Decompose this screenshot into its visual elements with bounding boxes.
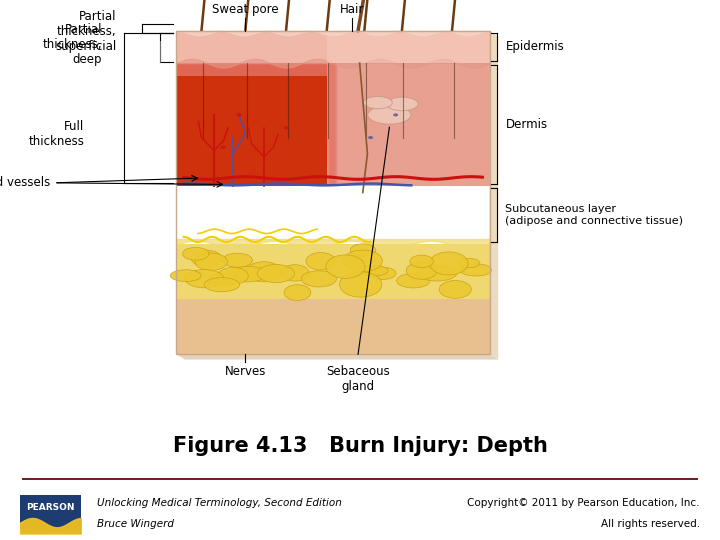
Ellipse shape xyxy=(182,247,209,260)
Ellipse shape xyxy=(204,278,240,292)
Polygon shape xyxy=(328,63,332,186)
Ellipse shape xyxy=(439,280,472,298)
Polygon shape xyxy=(330,63,333,186)
Ellipse shape xyxy=(171,270,201,281)
FancyBboxPatch shape xyxy=(20,495,81,534)
Ellipse shape xyxy=(429,252,468,275)
Ellipse shape xyxy=(211,273,238,285)
Polygon shape xyxy=(333,63,338,186)
Ellipse shape xyxy=(195,253,228,271)
Text: Nerves: Nerves xyxy=(225,364,266,377)
Text: Dermis: Dermis xyxy=(505,118,548,131)
Ellipse shape xyxy=(368,106,411,124)
Circle shape xyxy=(368,136,373,139)
Text: All rights reserved.: All rights reserved. xyxy=(600,519,700,529)
Ellipse shape xyxy=(257,265,294,282)
Polygon shape xyxy=(327,63,330,186)
Ellipse shape xyxy=(410,255,433,268)
Ellipse shape xyxy=(459,258,480,268)
Ellipse shape xyxy=(246,262,282,282)
Ellipse shape xyxy=(325,255,365,278)
Ellipse shape xyxy=(227,266,268,282)
Polygon shape xyxy=(176,63,327,186)
Text: Blood vessels: Blood vessels xyxy=(0,177,50,190)
Ellipse shape xyxy=(281,265,309,281)
Ellipse shape xyxy=(306,253,336,270)
Text: Sweat pore: Sweat pore xyxy=(212,3,279,16)
Polygon shape xyxy=(490,31,498,360)
Polygon shape xyxy=(327,31,490,63)
Polygon shape xyxy=(330,63,335,186)
Ellipse shape xyxy=(301,271,336,287)
Ellipse shape xyxy=(397,273,430,288)
Circle shape xyxy=(237,113,241,117)
Polygon shape xyxy=(176,354,498,360)
Polygon shape xyxy=(332,63,336,186)
Polygon shape xyxy=(176,244,490,299)
Ellipse shape xyxy=(359,265,388,276)
Polygon shape xyxy=(176,31,490,63)
Text: Hair: Hair xyxy=(340,3,364,16)
Ellipse shape xyxy=(418,265,457,281)
Ellipse shape xyxy=(339,272,382,297)
Text: Bruce Wingerd: Bruce Wingerd xyxy=(97,519,174,529)
Polygon shape xyxy=(329,63,333,186)
Text: Unlocking Medical Terminology, Second Edition: Unlocking Medical Terminology, Second Ed… xyxy=(97,498,342,508)
Circle shape xyxy=(393,113,398,117)
Ellipse shape xyxy=(192,250,222,267)
Ellipse shape xyxy=(343,250,382,272)
Text: Figure 4.13   Burn Injury: Depth: Figure 4.13 Burn Injury: Depth xyxy=(173,435,547,456)
Circle shape xyxy=(284,126,289,130)
Ellipse shape xyxy=(364,97,392,109)
Text: PEARSON: PEARSON xyxy=(27,503,75,511)
Text: Full
thickness: Full thickness xyxy=(28,120,84,148)
Ellipse shape xyxy=(218,267,248,285)
Polygon shape xyxy=(176,63,490,186)
Ellipse shape xyxy=(460,264,492,276)
Text: Subcutaneous layer
(adipose and connective tissue): Subcutaneous layer (adipose and connecti… xyxy=(505,204,683,226)
Ellipse shape xyxy=(222,253,253,267)
Text: Partial
thickness,
deep: Partial thickness, deep xyxy=(42,23,102,66)
Text: Epidermis: Epidermis xyxy=(505,40,564,53)
Ellipse shape xyxy=(406,262,437,279)
Polygon shape xyxy=(333,63,336,186)
Ellipse shape xyxy=(351,244,376,256)
Ellipse shape xyxy=(387,97,418,111)
Text: Copyright© 2011 by Pearson Education, Inc.: Copyright© 2011 by Pearson Education, In… xyxy=(467,498,700,508)
Text: Sebaceous
gland: Sebaceous gland xyxy=(326,364,390,393)
Ellipse shape xyxy=(284,285,311,300)
Polygon shape xyxy=(176,299,490,354)
Ellipse shape xyxy=(185,269,224,288)
Circle shape xyxy=(221,146,226,149)
Ellipse shape xyxy=(371,267,396,279)
Text: Partial
thickness,
superficial: Partial thickness, superficial xyxy=(55,10,117,52)
Polygon shape xyxy=(176,63,327,76)
